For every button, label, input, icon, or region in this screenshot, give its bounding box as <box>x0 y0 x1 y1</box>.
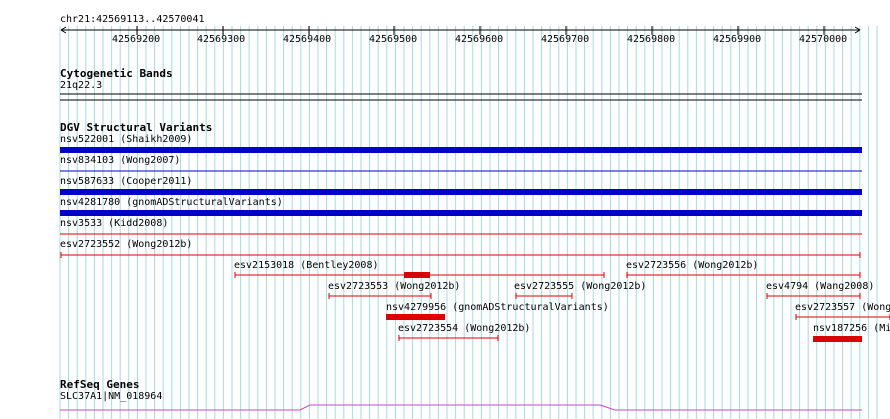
feature-label[interactable]: esv2723555 (Wong2012b) <box>514 281 647 292</box>
feature-label[interactable]: esv2153018 (Bentley2008) <box>234 260 379 271</box>
track-title-refseq[interactable]: RefSeq Genes <box>60 378 140 391</box>
tick-label: 42569600 <box>455 34 504 45</box>
feature-label[interactable]: esv2723557 (Wong <box>795 302 890 313</box>
feature-bar-nsv587633 <box>60 189 862 195</box>
ruler-arrow-right <box>854 26 861 34</box>
feature-label[interactable]: esv2723552 (Wong2012b) <box>60 239 193 250</box>
feature-label[interactable]: nsv522001 (Shaikh2009) <box>60 134 193 145</box>
feature-label[interactable]: nsv3533 (Kidd2008) <box>60 218 169 229</box>
tick-label: 42569800 <box>627 34 676 45</box>
feature-label[interactable]: esv2723554 (Wong2012b) <box>398 323 531 334</box>
feature-bar-nsv4279956 <box>386 314 445 320</box>
tick-label: 42569300 <box>197 34 246 45</box>
tick-label: 42570000 <box>799 34 848 45</box>
tick-label: 42569200 <box>112 34 161 45</box>
gene-label[interactable]: SLC37A1|NM_018964 <box>60 391 163 402</box>
tick-label: 42569500 <box>369 34 418 45</box>
feature-label[interactable]: esv4794 (Wang2008) <box>766 281 875 292</box>
feature-label[interactable]: nsv834103 (Wong2007) <box>60 155 181 166</box>
feature-bar-nsv522001 <box>60 147 862 153</box>
tick-label: 42569700 <box>541 34 590 45</box>
feature-block-esv2153018 <box>404 272 430 278</box>
cytoband-label: 21q22.3 <box>60 80 103 91</box>
feature-label[interactable]: nsv187256 (Mi <box>813 323 890 334</box>
feature-label[interactable]: esv2723553 (Wong2012b) <box>328 281 461 292</box>
feature-bar-nsv187256 <box>813 336 862 342</box>
track-title-cytobands[interactable]: Cytogenetic Bands <box>60 67 173 80</box>
location-label: chr21:42569113..42570041 <box>60 14 205 25</box>
feature-label[interactable]: esv2723556 (Wong2012b) <box>626 260 759 271</box>
feature-label[interactable]: nsv587633 (Cooper2011) <box>60 176 193 187</box>
tick-label: 42569900 <box>713 34 762 45</box>
feature-label[interactable]: nsv4281780 (gnomADStructuralVariants) <box>60 197 283 208</box>
feature-bar-nsv4281780 <box>60 210 862 216</box>
gene-model-slc37a1 <box>60 404 862 411</box>
feature-label[interactable]: nsv4279956 (gnomADStructuralVariants) <box>386 302 609 313</box>
ruler-arrow-left <box>60 26 67 34</box>
tick-label: 42569400 <box>283 34 332 45</box>
track-title-dgv[interactable]: DGV Structural Variants <box>60 121 213 134</box>
